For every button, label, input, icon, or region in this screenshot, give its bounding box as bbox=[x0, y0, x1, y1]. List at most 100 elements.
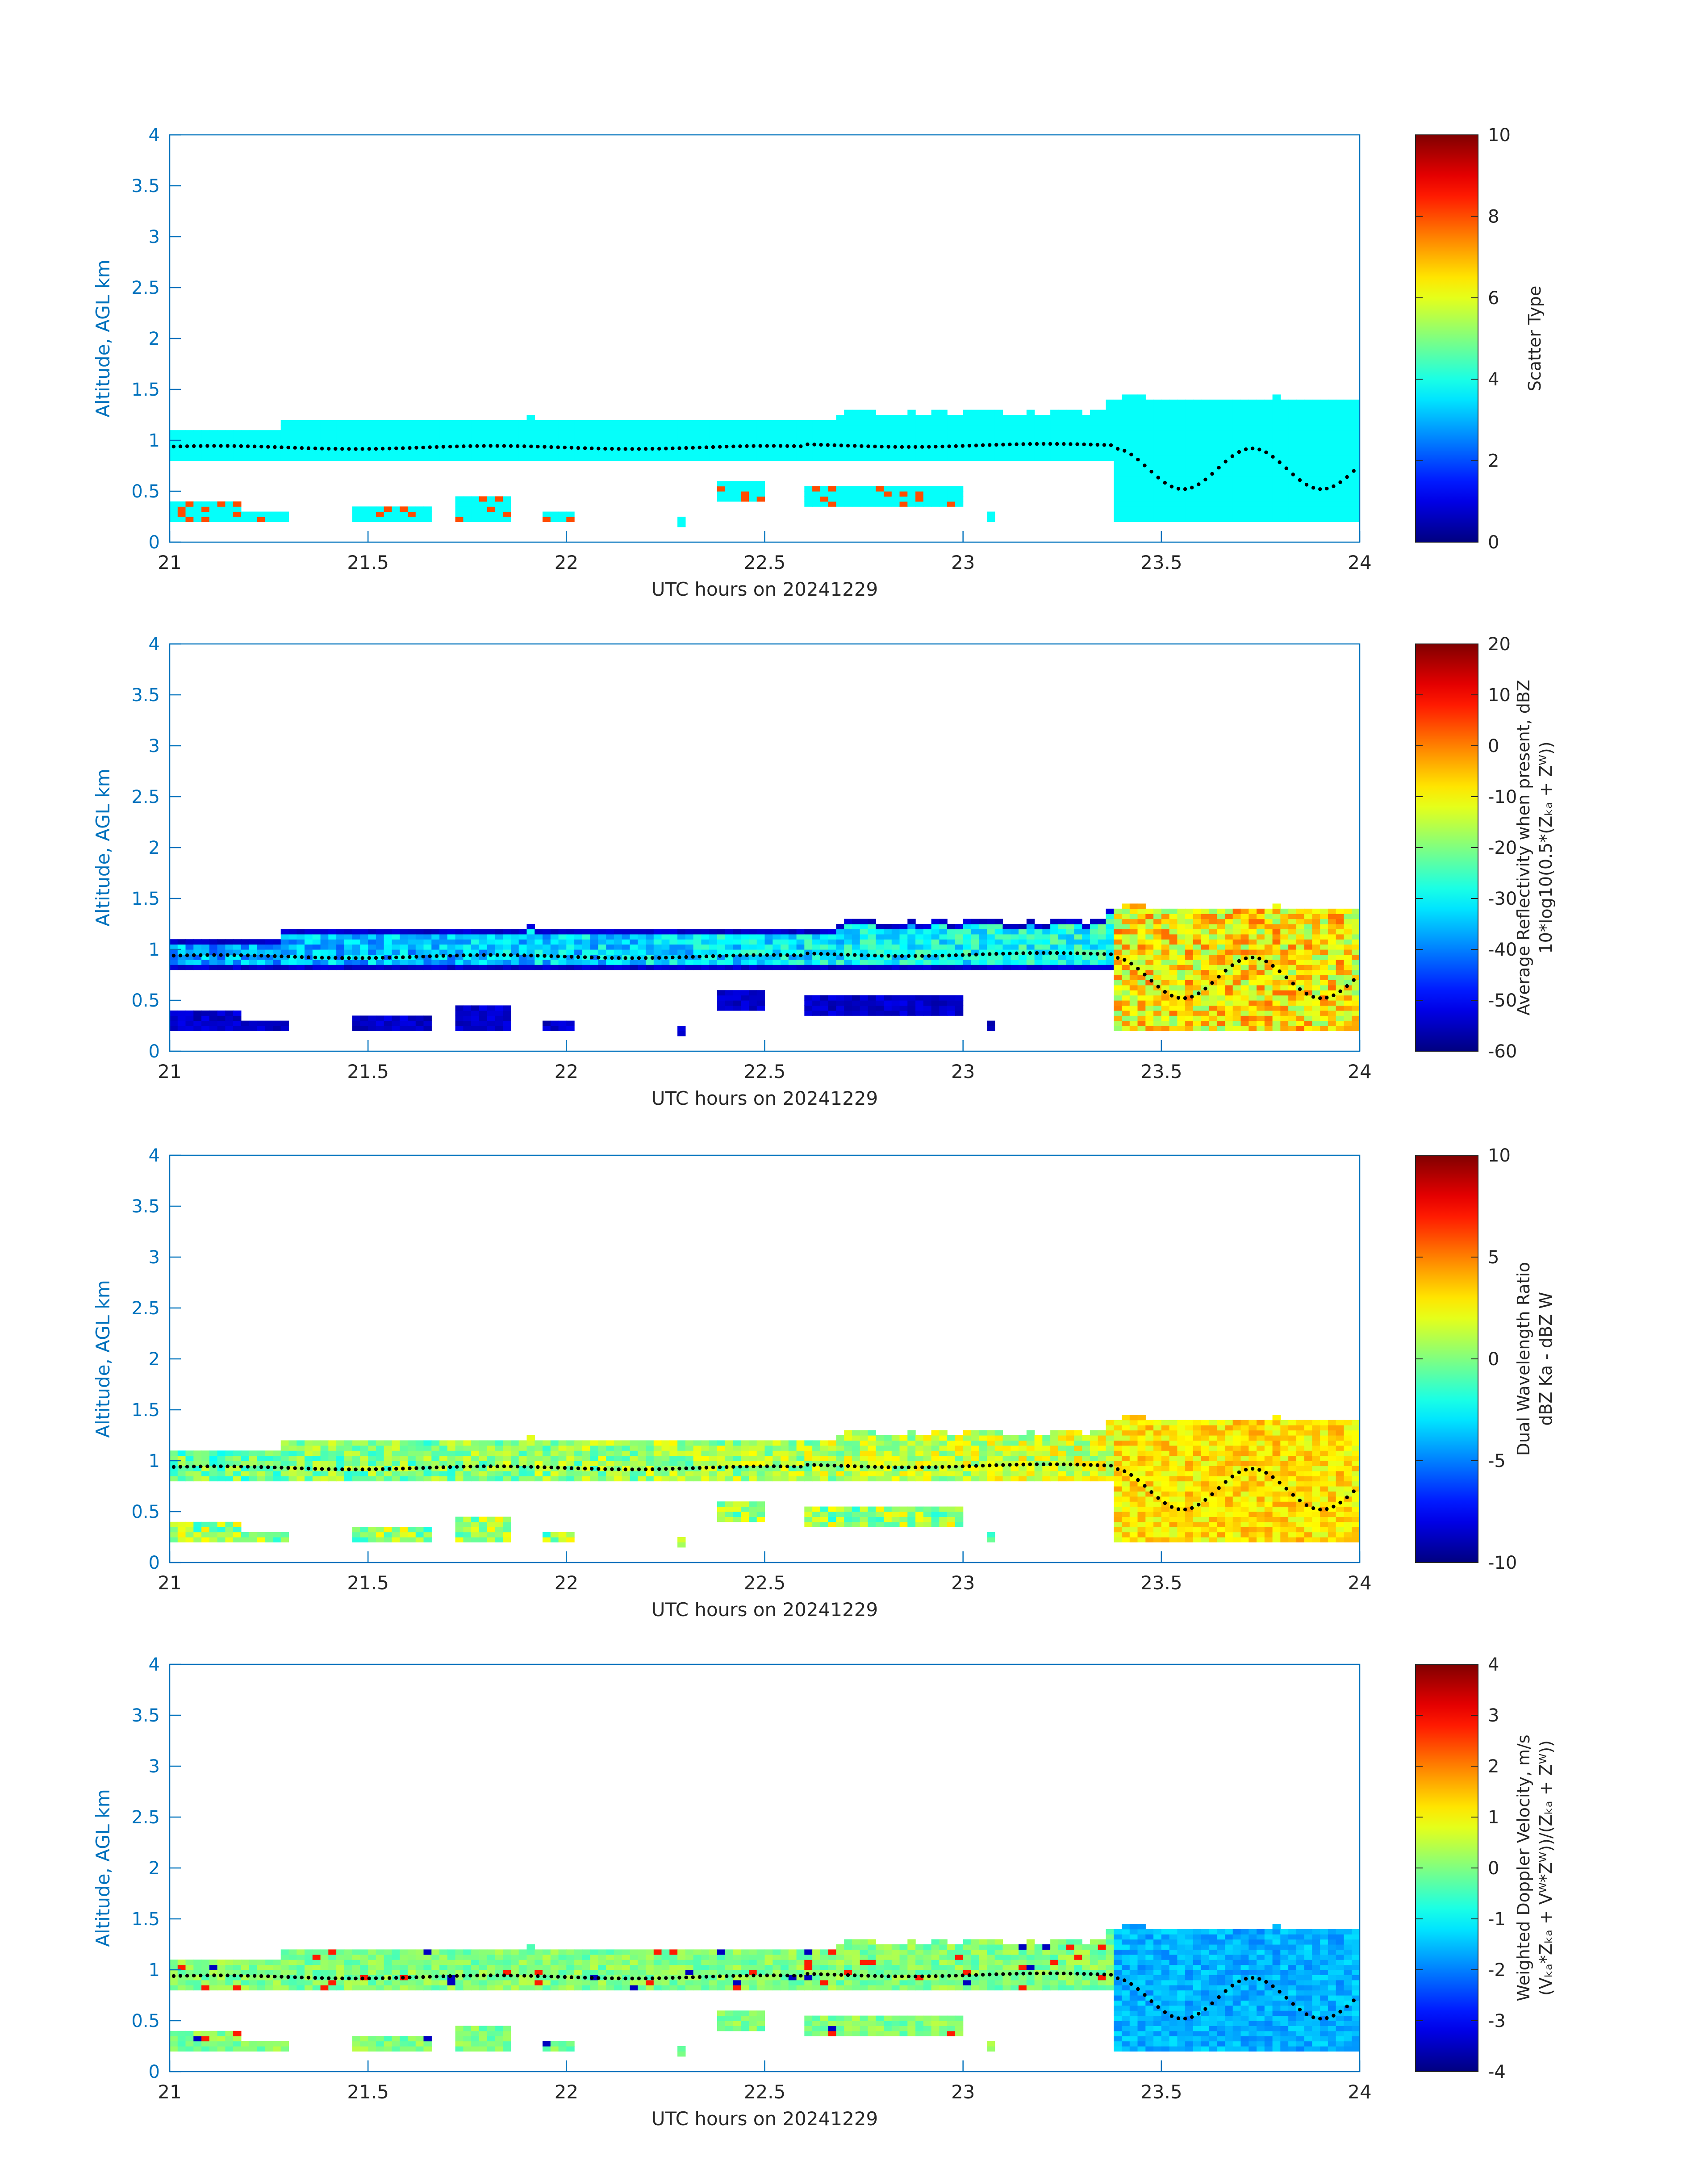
heatmap-cell bbox=[368, 435, 376, 441]
heatmap-cell bbox=[749, 486, 757, 492]
heatmap-cell bbox=[756, 430, 765, 436]
heatmap-cell bbox=[1296, 496, 1305, 502]
heatmap-cell bbox=[201, 1532, 210, 1538]
heatmap-cell bbox=[1240, 455, 1249, 461]
heatmap-cell bbox=[447, 934, 456, 940]
heatmap-cell bbox=[1296, 420, 1305, 426]
heatmap-cell bbox=[725, 995, 734, 1001]
heatmap-cell bbox=[947, 949, 956, 955]
heatmap-cell bbox=[1320, 1026, 1328, 1031]
heatmap-cell bbox=[415, 1527, 424, 1533]
heatmap-cell bbox=[368, 1440, 376, 1446]
heatmap-cell bbox=[1232, 934, 1241, 940]
heatmap-cell bbox=[1209, 506, 1217, 512]
heatmap-cell bbox=[852, 924, 860, 929]
heatmap-cell bbox=[463, 1455, 472, 1461]
heatmap-cell bbox=[1360, 954, 1368, 960]
heatmap-cell bbox=[1161, 511, 1170, 517]
heatmap-cell bbox=[1336, 471, 1345, 476]
heatmap-cell bbox=[1153, 481, 1162, 487]
heatmap-cell bbox=[820, 445, 829, 451]
heatmap-cell bbox=[1011, 939, 1019, 945]
heatmap-cell bbox=[630, 440, 638, 446]
heatmap-cell bbox=[828, 501, 836, 507]
heatmap-cell bbox=[1026, 959, 1035, 965]
marker-dot bbox=[1102, 952, 1107, 956]
heatmap-cell bbox=[495, 934, 503, 940]
heatmap-cell bbox=[741, 934, 749, 940]
heatmap-cell bbox=[273, 511, 281, 517]
marker-dot bbox=[792, 444, 796, 448]
heatmap-cell bbox=[622, 929, 631, 935]
heatmap-cells bbox=[170, 1415, 1360, 1548]
colorbar-tick-label: 4 bbox=[1488, 369, 1499, 390]
heatmap-cell bbox=[384, 435, 393, 441]
heatmap-cell bbox=[1217, 924, 1225, 929]
heatmap-cell bbox=[265, 1461, 273, 1466]
heatmap-cell bbox=[891, 415, 900, 420]
heatmap-cell bbox=[1019, 435, 1027, 441]
heatmap-cell bbox=[312, 450, 321, 456]
heatmap-cell bbox=[1320, 409, 1328, 415]
heatmap-cell bbox=[241, 1020, 250, 1026]
heatmap-cell bbox=[1106, 430, 1114, 436]
marker-dot bbox=[960, 444, 965, 448]
heatmap-cell bbox=[1217, 517, 1225, 522]
heatmap-cell bbox=[1360, 909, 1368, 914]
heatmap-cell bbox=[1280, 415, 1289, 420]
marker-dot bbox=[509, 444, 513, 448]
heatmap-cell bbox=[614, 435, 622, 441]
heatmap-cell bbox=[312, 1455, 321, 1461]
heatmap-cell bbox=[415, 929, 424, 935]
marker-dot bbox=[1035, 442, 1039, 446]
heatmap-cell bbox=[1360, 949, 1368, 955]
heatmap-cell bbox=[947, 486, 956, 492]
heatmap-cell bbox=[1106, 409, 1114, 415]
heatmap-cell bbox=[241, 1537, 250, 1542]
heatmap-cell bbox=[455, 425, 464, 430]
heatmap-cell bbox=[836, 944, 844, 950]
heatmap-cell bbox=[661, 450, 670, 456]
heatmap-cell bbox=[1066, 415, 1074, 420]
heatmap-cell bbox=[177, 1537, 186, 1542]
heatmap-cell bbox=[550, 517, 559, 522]
heatmap-cell bbox=[987, 420, 995, 426]
heatmap-cell bbox=[574, 440, 583, 446]
heatmap-cell bbox=[1114, 420, 1122, 426]
heatmap-cell bbox=[1122, 949, 1130, 955]
heatmap-cell bbox=[1114, 914, 1122, 919]
heatmap-cell bbox=[320, 430, 329, 436]
heatmap-cell bbox=[1232, 929, 1241, 935]
heatmap-cell bbox=[384, 430, 393, 436]
heatmap-cell bbox=[804, 501, 813, 507]
heatmap-cell bbox=[1011, 965, 1019, 970]
heatmap-cell bbox=[1122, 975, 1130, 980]
heatmap-cell bbox=[1304, 491, 1312, 497]
heatmap-cell bbox=[185, 1455, 194, 1461]
heatmap-cell bbox=[955, 1010, 964, 1016]
heatmap-cell bbox=[1272, 990, 1281, 996]
heatmap-cell bbox=[1344, 501, 1352, 507]
heatmap-cell bbox=[265, 1471, 273, 1476]
heatmap-cell bbox=[1272, 420, 1281, 426]
heatmap-cell bbox=[1320, 476, 1328, 481]
heatmap-cell bbox=[979, 445, 987, 451]
heatmap-cell bbox=[876, 440, 884, 446]
marker-dot bbox=[853, 444, 857, 448]
heatmap-cell bbox=[1328, 460, 1336, 466]
heatmap-cell bbox=[1225, 949, 1233, 955]
heatmap-cell bbox=[1137, 985, 1146, 990]
heatmap-cell bbox=[614, 939, 622, 945]
heatmap-cell bbox=[1360, 934, 1368, 940]
heatmap-cell bbox=[1082, 420, 1090, 426]
heatmap-cell bbox=[1185, 506, 1194, 512]
heatmap-cell bbox=[1232, 486, 1241, 492]
heatmap-cell bbox=[1137, 445, 1146, 451]
heatmap-cell bbox=[431, 1461, 440, 1466]
heatmap-cell bbox=[518, 440, 527, 446]
marker-dot bbox=[1008, 443, 1012, 447]
heatmap-cell bbox=[1304, 460, 1312, 466]
heatmap-cell bbox=[320, 1461, 329, 1466]
heatmap-cell bbox=[574, 420, 583, 426]
marker-dot bbox=[563, 445, 567, 450]
